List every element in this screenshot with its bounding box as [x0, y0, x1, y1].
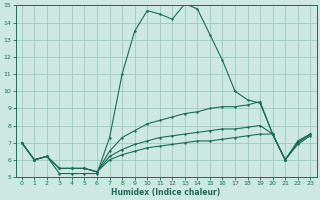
X-axis label: Humidex (Indice chaleur): Humidex (Indice chaleur) — [111, 188, 221, 197]
